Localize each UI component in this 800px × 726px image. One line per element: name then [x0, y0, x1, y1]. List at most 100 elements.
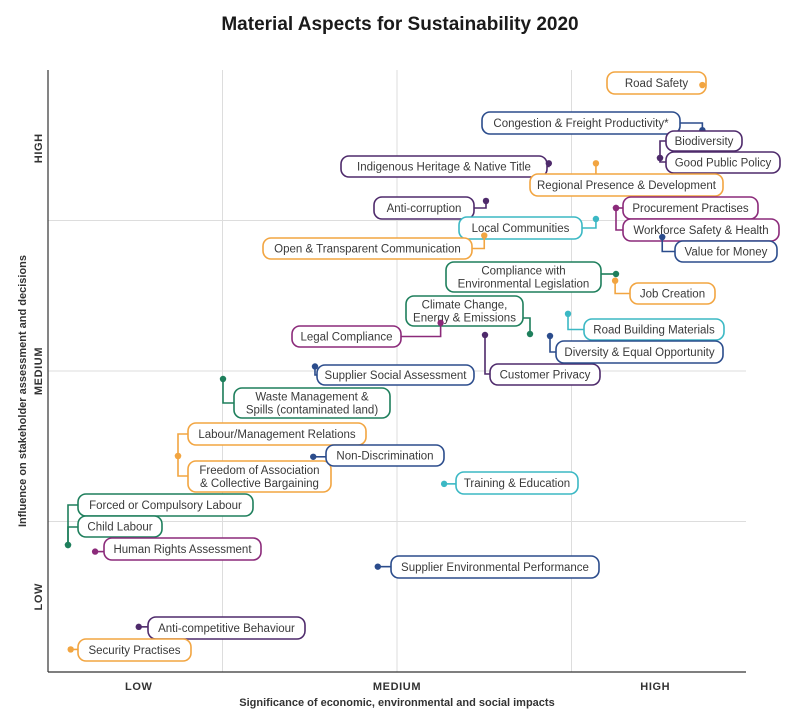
point-label: Climate Change, [422, 300, 508, 312]
point-label-box [77, 638, 192, 662]
x-tick-label: MEDIUM [373, 681, 421, 693]
point-connector [177, 433, 188, 456]
data-point [481, 331, 489, 339]
point-connector [614, 280, 630, 295]
data-point [482, 197, 490, 205]
point-label-box [674, 240, 778, 263]
point-label: Forced or Compulsory Labour [89, 500, 242, 512]
data-point [546, 332, 554, 340]
point-label-box [262, 237, 473, 260]
x-tick-label: HIGH [640, 681, 670, 693]
point-label: & Collective Bargaining [200, 478, 319, 490]
point-label: Good Public Policy [675, 158, 772, 170]
point-label: Spills (contaminated land) [246, 405, 378, 417]
data-point [611, 277, 619, 284]
point-label: Regional Presence & Development [537, 180, 717, 192]
point-label-box [481, 111, 681, 135]
data-point [311, 363, 319, 370]
data-point [440, 480, 448, 488]
point-label: Customer Privacy [500, 370, 591, 382]
point-label: Local Communities [472, 223, 570, 235]
point-label: Supplier Environmental Performance [401, 562, 589, 574]
point-label-box [77, 493, 254, 517]
point-label-box [233, 387, 391, 419]
y-tick-label: LOW [33, 583, 45, 610]
point-label-box [316, 364, 475, 386]
data-point [612, 204, 620, 212]
point-label: Anti-corruption [387, 203, 462, 215]
point-label-box [529, 173, 724, 197]
point-label: Anti-competitive Behaviour [158, 623, 295, 635]
data-point [481, 232, 488, 239]
point-label: Security Practises [88, 645, 180, 657]
point-label-box [629, 282, 716, 305]
point-label-box [147, 616, 306, 640]
point-label: Diversity & Equal Opportunity [564, 347, 714, 359]
point-label: Congestion & Freight Productivity* [493, 118, 669, 130]
point-label: Open & Transparent Communication [274, 244, 461, 256]
data-point [64, 541, 72, 549]
point-label: Legal Compliance [300, 332, 392, 344]
point-connector [177, 456, 188, 477]
y-tick-label: MEDIUM [33, 347, 45, 395]
point-label-box [291, 325, 402, 348]
point-label: Compliance with [481, 266, 565, 278]
data-point [659, 233, 666, 241]
x-axis-title: Significance of economic, environmental … [239, 697, 554, 709]
data-point [310, 453, 317, 460]
point-label: Training & Education [464, 478, 570, 490]
data-point [67, 646, 74, 653]
point-label: Energy & Emissions [413, 313, 516, 325]
point-label-box [103, 537, 262, 561]
data-point [564, 310, 572, 318]
point-label-box [340, 155, 548, 178]
point-label: Procurement Practises [632, 203, 749, 215]
x-tick-label: LOW [125, 681, 152, 693]
data-point [656, 154, 664, 162]
data-point [592, 215, 600, 223]
data-point [135, 623, 142, 631]
data-point [526, 330, 534, 338]
point-connector [222, 379, 234, 404]
point-label-box [455, 471, 579, 495]
y-axis-title: Influence on stakeholder assessment and … [17, 255, 29, 527]
point-connector [661, 237, 675, 253]
point-label: Human Rights Assessment [113, 544, 252, 556]
point-connector [567, 313, 584, 331]
point-label-box [405, 295, 524, 327]
point-label-box [187, 460, 332, 493]
point-label-box [665, 151, 781, 174]
point-connector [523, 317, 531, 334]
y-tick-label: HIGH [33, 133, 45, 163]
data-point [374, 563, 382, 570]
point-connector [659, 140, 666, 158]
point-label-box [555, 340, 724, 364]
point-label: Environmental Legislation [458, 279, 590, 291]
point-label: Value for Money [685, 247, 768, 259]
point-label: Road Building Materials [593, 325, 715, 337]
point-label: Supplier Social Assessment [325, 370, 468, 382]
point-label-box [665, 130, 743, 152]
point-connector [549, 336, 556, 353]
point-connector [67, 504, 78, 545]
point-label: Labour/Management Relations [198, 429, 356, 441]
point-label: Child Labour [87, 522, 152, 534]
point-connector [484, 335, 490, 375]
point-label-box [390, 555, 600, 579]
point-label-box [77, 515, 163, 538]
point-label-box [606, 71, 707, 95]
point-label-box [583, 318, 725, 341]
data-point [437, 319, 444, 327]
point-label-box [489, 363, 601, 386]
chart-title: Material Aspects for Sustainability 2020 [221, 14, 579, 35]
data-point [174, 452, 182, 460]
data-point [612, 270, 620, 278]
point-connector [680, 122, 704, 131]
data-point [219, 375, 227, 383]
data-point [91, 548, 99, 555]
point-connector [401, 322, 442, 338]
data-point [699, 81, 706, 89]
point-label-box [458, 216, 583, 240]
point-label: Job Creation [640, 289, 705, 301]
